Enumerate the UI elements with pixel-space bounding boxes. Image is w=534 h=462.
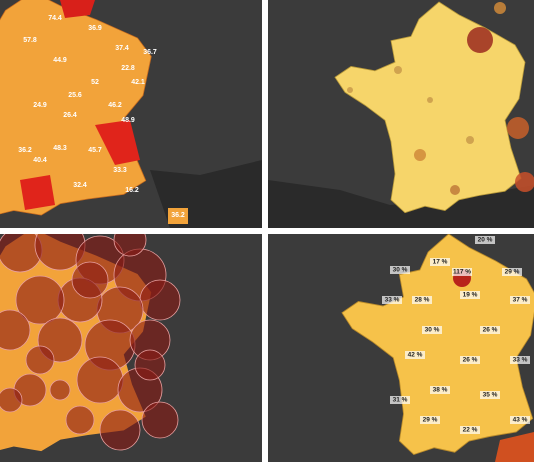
label-box [430,386,450,394]
panel-incidence: 74.4 36.9 37.4 36.7 22.8 42.1 24.9 25.6 52 46.2 26… [0,0,262,228]
panel-circles [268,0,534,228]
value-label: 29 % [505,269,520,276]
value-label: 30 % [425,327,440,334]
bubble [49,379,71,401]
value-label: 22 % [463,427,478,434]
value-label: 30 % [393,267,408,274]
label-box [412,296,432,304]
value-label: 37.4 [115,45,129,52]
bubble [25,345,55,375]
value-label: 36.2 [18,147,32,154]
value-label: 16.2 [125,187,139,194]
label-box [480,391,500,399]
label-box [510,296,530,304]
value-label: 36.2 [171,212,185,219]
value-label: 45.7 [88,147,102,154]
bubble [139,279,181,321]
label-box [452,268,472,276]
value-label: 38 % [433,387,448,394]
value-label: 36.9 [88,25,102,32]
value-label: 42.1 [131,79,145,86]
value-label: 48.9 [121,117,135,124]
label-box [430,258,450,266]
label-box [422,326,442,334]
bubble [99,409,141,451]
value-label: 31 % [393,397,408,404]
hotspot [60,0,95,18]
hotspot [95,120,140,165]
bubble [466,136,474,144]
label-box [475,236,495,244]
value-label: 44.9 [53,57,67,64]
panel-percentages: 20 % 17 % 117 % 30 % 29 % 33 % 28 % 19 % 37 % 30 … [268,234,534,462]
bubble [0,387,23,413]
label-box [460,356,480,364]
label-box [405,351,425,359]
bubble [65,405,95,435]
value-label: 19 % [463,292,478,299]
value-label: 33.3 [113,167,127,174]
label-box [382,296,402,304]
corsica [168,208,188,224]
value-label: 20 % [478,237,493,244]
value-label: 24.9 [33,102,47,109]
bubble [113,234,147,257]
sea [268,180,534,228]
bubble [467,27,493,53]
value-label: 48.3 [53,145,67,152]
label-box [510,356,530,364]
bubble [515,172,534,192]
value-label: 33 % [513,357,528,364]
bubble [450,185,460,195]
label-box [480,326,500,334]
value-label: 26.4 [63,112,77,119]
bubble [141,401,179,439]
value-label: 28 % [415,297,430,304]
label-box [460,291,480,299]
value-label: 17 % [433,259,448,266]
bubble [347,87,353,93]
bubble [15,275,65,325]
value-label: 52 [91,79,99,86]
bubble [427,97,433,103]
bubble [71,261,109,299]
value-label: 40.4 [33,157,47,164]
value-label: 32.4 [73,182,87,189]
value-label: 37 % [513,297,528,304]
value-label: 42 % [408,352,423,359]
label-box [502,268,522,276]
value-label: 25.6 [68,92,82,99]
value-label: 74.4 [48,15,62,22]
label-box [460,426,480,434]
hotspot [495,432,534,462]
bubble [414,149,426,161]
panel-bubbles [0,234,262,462]
bubble [0,309,31,351]
label-box [390,396,410,404]
value-label: 35 % [483,392,498,399]
label-box [420,416,440,424]
value-label: 57.8 [23,37,37,44]
value-label: 22.8 [121,65,135,72]
value-label: 29 % [423,417,438,424]
label-box [510,416,530,424]
value-label: 26 % [483,327,498,334]
bubble [76,356,124,404]
bubble [134,349,166,381]
value-label: 36.7 [143,49,157,56]
value-label: 33 % [385,297,400,304]
value-label: 117 % [453,269,471,276]
bubble [394,66,402,74]
value-label: 46.2 [108,102,122,109]
bubble [494,2,506,14]
hotspot [20,175,55,210]
label-box [390,266,410,274]
bubble [507,117,529,139]
value-label: 26 % [463,357,478,364]
value-label: 43 % [513,417,528,424]
